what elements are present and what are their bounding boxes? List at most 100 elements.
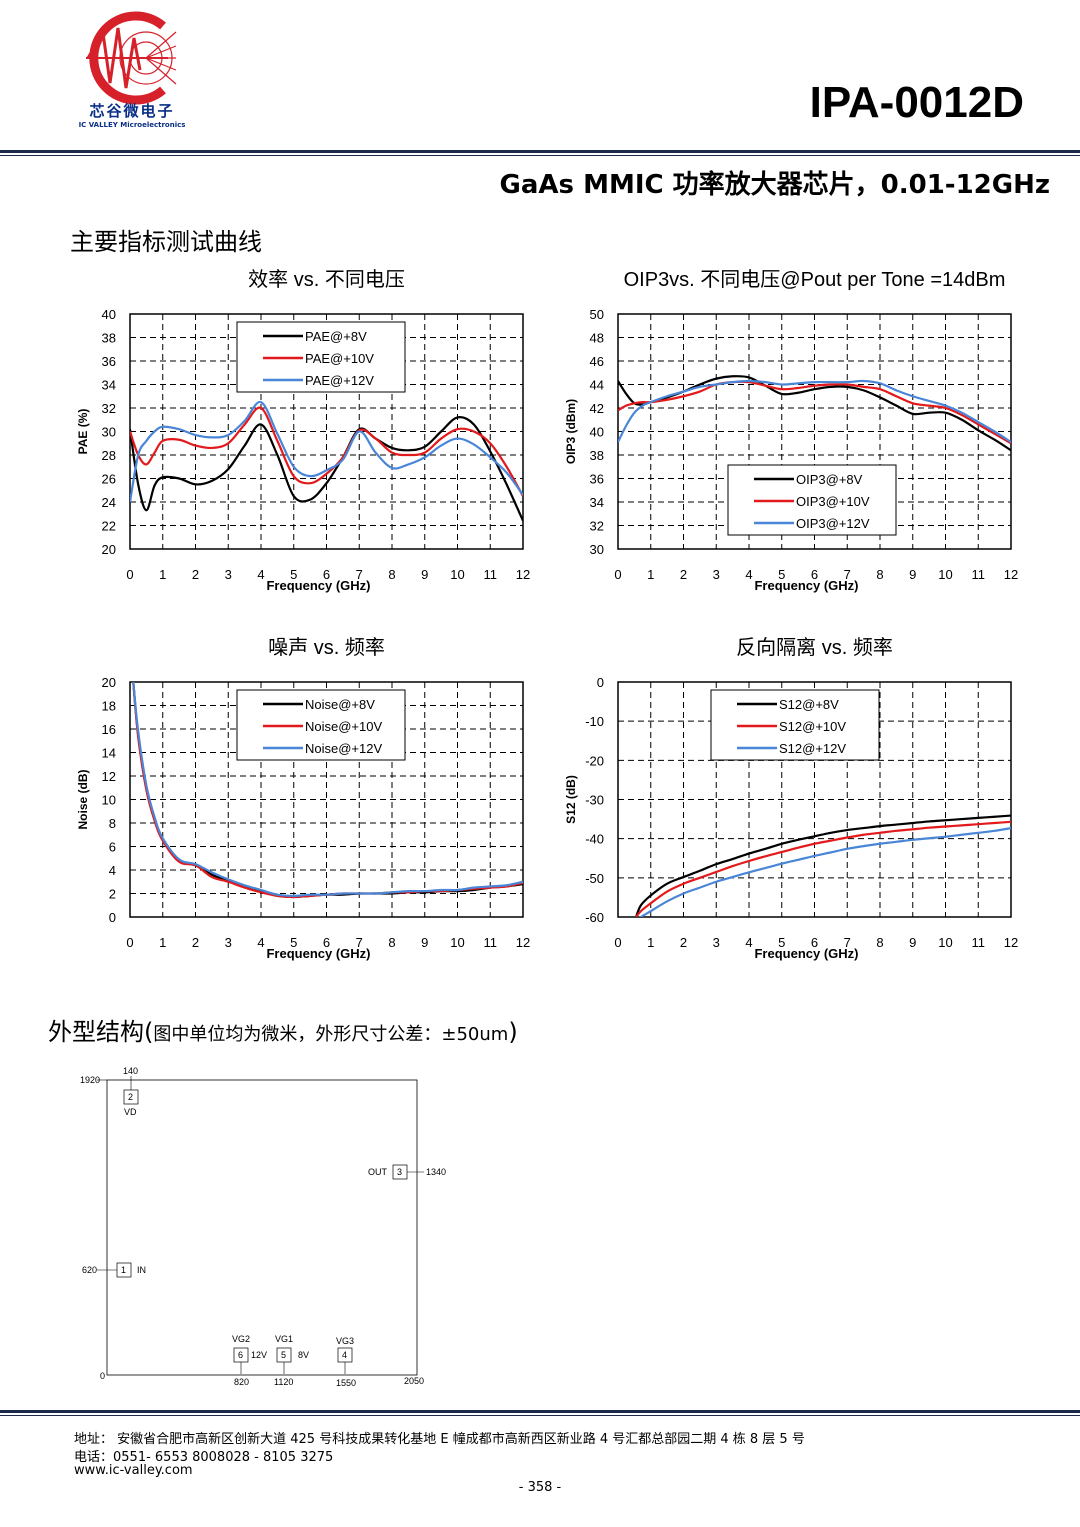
pad-6-num: 6 (238, 1350, 243, 1360)
x-tick-label: 12 (516, 567, 530, 582)
x-tick-label: 7 (844, 567, 851, 582)
noise-chart: 噪声 vs. 频率 0 1 2 3 4 5 6 7 8 9 10 11 12 0 2 4 6 8 10 12 14 16 18… (60, 630, 580, 980)
x-tick-label: 2 (192, 567, 199, 582)
x-tick-label: 1 (159, 567, 166, 582)
x-tick-label: 3 (713, 567, 720, 582)
legend-label: Noise@+8V (305, 697, 375, 712)
chart-title: 效率 vs. 不同电压 (248, 268, 405, 291)
y-tick-label: 46 (590, 354, 604, 369)
company-logo (68, 8, 198, 133)
y-tick-label: 10 (102, 793, 116, 808)
outline-title-close: ) (508, 1018, 518, 1046)
legend-label: OIP3@+8V (796, 472, 863, 487)
y-tick-label: 14 (102, 746, 116, 761)
y-tick-label: 20 (102, 675, 116, 690)
y-tick-label: 16 (102, 722, 116, 737)
y-tick-label: 28 (102, 448, 116, 463)
oip3-chart: OIP3vs. 不同电压@Pout per Tone =14dBm 0 1 2 3 4 5 6… (550, 262, 1070, 612)
y-tick-label: -40 (585, 832, 604, 847)
legend-label: Noise@+12V (305, 741, 382, 756)
pad-1 (116, 1262, 132, 1278)
y-tick-label: 34 (590, 495, 604, 510)
legend-label: PAE@+8V (305, 329, 367, 344)
plot-frame (617, 681, 1012, 918)
series-line (618, 379, 1011, 443)
y-tick-label: 0 (597, 675, 604, 690)
pae-chart: 效率 vs. 不同电压 0 1 2 3 4 5 6 7 8 9 10 11 12 20 22 24 26 28 30 3… (60, 262, 580, 612)
y-tick-label: 4 (109, 863, 116, 878)
x-tick-label: 12 (1004, 935, 1018, 950)
x-tick-label: 9 (421, 935, 428, 950)
pad-4-num: 4 (342, 1350, 347, 1360)
pad-1-coord: 620 (82, 1265, 97, 1275)
x-tick-label: 7 (356, 935, 363, 950)
outline-title-detail: 图中单位均为微米，外形尺寸公差：±50um (153, 1024, 509, 1045)
x-tick-label: 3 (225, 567, 232, 582)
series-line (130, 416, 523, 522)
footer-website[interactable]: www.ic-valley.com (74, 1463, 193, 1478)
outline-title-main: 外型结构( (48, 1018, 154, 1046)
x-axis-label: Frequency (GHz) (266, 578, 370, 593)
page-number: - 358 - (518, 1480, 562, 1495)
dim-origin: 0 (100, 1371, 105, 1381)
x-tick-label: 11 (484, 567, 498, 582)
y-tick-label: -60 (585, 910, 604, 925)
pad-6-side: 12V (251, 1350, 267, 1360)
x-tick-label: 6 (811, 567, 818, 582)
legend-label: S12@+10V (779, 719, 846, 734)
chart-svg: 反向隔离 vs. 频率0 1 2 3 4 5 6 7 8 9 10 11 12-60-50-40-30-… (564, 636, 1018, 961)
y-tick-label: 40 (102, 307, 116, 322)
x-tick-label: 5 (778, 935, 785, 950)
x-tick-label: 4 (257, 935, 264, 950)
y-tick-label: 26 (102, 472, 116, 487)
x-tick-label: 11 (972, 567, 986, 582)
x-tick-label: 8 (388, 567, 395, 582)
y-tick-label: 32 (102, 401, 116, 416)
pad-3-num: 3 (397, 1167, 402, 1177)
pad-5-num: 5 (281, 1350, 286, 1360)
x-tick-label: 10 (450, 935, 464, 950)
x-tick-label: 8 (876, 567, 883, 582)
y-axis-label: Noise (dB) (76, 769, 90, 829)
y-tick-label: 0 (109, 910, 116, 925)
x-axis-label: Frequency (GHz) (754, 946, 858, 961)
footer-rule (0, 1410, 1080, 1413)
x-tick-label: 10 (938, 935, 952, 950)
x-tick-label: 6 (811, 935, 818, 950)
y-tick-label: 36 (590, 472, 604, 487)
chart-svg: 噪声 vs. 频率0 1 2 3 4 5 6 7 8 9 10 11 12024681012141618… (76, 636, 530, 961)
y-tick-label: 36 (102, 354, 116, 369)
y-tick-label: 38 (102, 331, 116, 346)
section-title-outline: 外型结构(图中单位均为微米，外形尺寸公差：±50um) (48, 1012, 518, 1047)
logo-chinese-name: 芯谷微电子 (89, 102, 175, 120)
pad-3-label: OUT (368, 1167, 388, 1177)
pad-4-label: VG3 (336, 1336, 354, 1346)
dim-y-top: 1920 (80, 1075, 100, 1085)
pad-2-coord: 140 (123, 1066, 138, 1076)
y-tick-label: 22 (102, 519, 116, 534)
pad-2-num: 2 (128, 1092, 133, 1102)
series-line (634, 814, 1011, 917)
chart-title: 反向隔离 vs. 频率 (736, 636, 893, 659)
chart-title: 噪声 vs. 频率 (268, 636, 385, 659)
x-tick-label: 1 (159, 935, 166, 950)
legend-label: Noise@+10V (305, 719, 382, 734)
dim-x-right: 2050 (404, 1376, 424, 1386)
x-tick-label: 0 (126, 935, 133, 950)
x-tick-label: 0 (614, 935, 621, 950)
x-tick-label: 11 (972, 935, 986, 950)
x-tick-label: 1 (647, 567, 654, 582)
y-tick-label: -20 (585, 753, 604, 768)
x-tick-label: 0 (126, 567, 133, 582)
x-tick-label: 4 (745, 935, 752, 950)
x-tick-label: 2 (680, 935, 687, 950)
legend-label: OIP3@+12V (796, 516, 870, 531)
footer-address: 地址： 安徽省合肥市高新区创新大道 425 号科技成果转化基地 E 幢成都市高新… (74, 1432, 805, 1447)
x-tick-label: 2 (192, 935, 199, 950)
y-tick-label: 30 (102, 425, 116, 440)
x-tick-label: 6 (323, 935, 330, 950)
y-tick-label: -50 (585, 871, 604, 886)
pad-6-coord: 820 (234, 1377, 249, 1387)
y-axis-label: OIP3 (dBm) (564, 399, 578, 464)
